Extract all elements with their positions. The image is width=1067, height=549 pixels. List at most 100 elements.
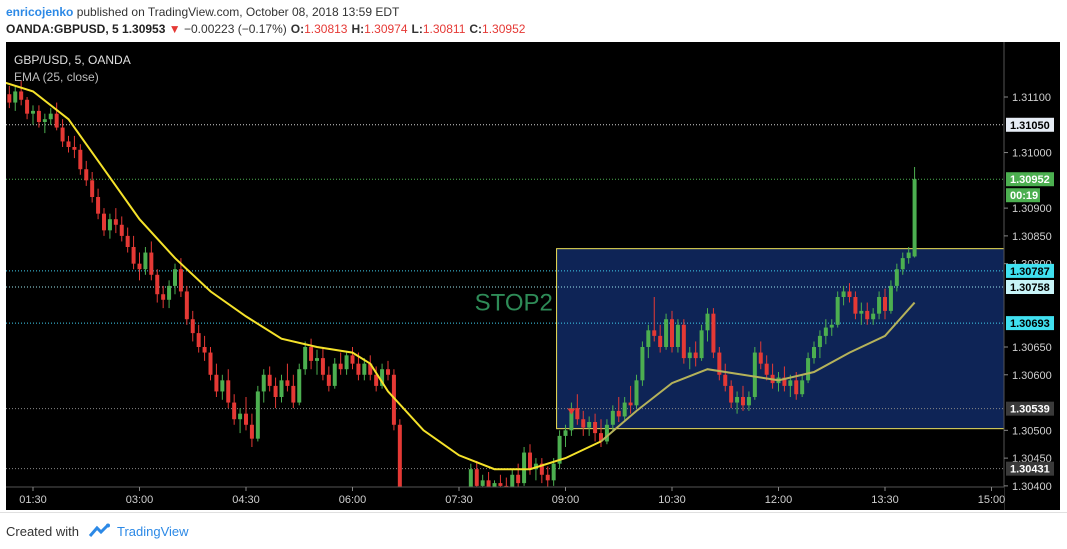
time-tick-label: 12:00 (765, 494, 793, 506)
candle-body (48, 113, 53, 120)
tradingview-link[interactable]: TradingView (117, 524, 189, 539)
price-tick-label: 1.30400 (1012, 481, 1052, 493)
candle-body (161, 294, 166, 300)
candle (746, 391, 751, 411)
candle (309, 338, 314, 370)
price-line-label: 1.30952 (1006, 172, 1054, 187)
price-label-box (1006, 172, 1054, 187)
candle-body (137, 263, 142, 270)
candle-body (184, 291, 189, 320)
close-value: 1.30952 (482, 22, 526, 36)
price-label-box (1006, 461, 1054, 476)
candle-body (125, 235, 130, 247)
price-label-text: 1.30431 (1010, 464, 1050, 476)
high-value: 1.30974 (364, 22, 408, 36)
price-label-text: 1.30787 (1010, 266, 1050, 278)
candle (386, 360, 390, 381)
candle (202, 335, 207, 361)
candle-body (522, 452, 527, 484)
time-tick-label: 15:00 (978, 494, 1006, 506)
candle (48, 108, 53, 125)
candle (315, 349, 319, 375)
price-label-box (1006, 401, 1054, 416)
candle-body (173, 269, 177, 286)
candle-body (297, 369, 302, 403)
candle (267, 366, 272, 392)
candle (84, 160, 89, 186)
candle-body (309, 347, 314, 361)
candle-body (699, 330, 704, 359)
candle (545, 466, 550, 489)
price-label-box (1006, 117, 1054, 132)
candle-body (563, 430, 568, 436)
candle-body (72, 147, 77, 150)
candle-body (362, 363, 367, 375)
candle-body (368, 363, 373, 375)
candle-body (835, 297, 840, 325)
candle (131, 235, 136, 270)
candle-body (78, 149, 83, 170)
candle-body (604, 424, 609, 442)
legend-title: GBP/USD, 5, OANDA (14, 53, 131, 67)
tradingview-logo-icon[interactable] (88, 523, 112, 539)
candle (279, 374, 284, 403)
candle (214, 363, 219, 397)
candle-body (54, 113, 59, 128)
candle (374, 366, 379, 392)
candle-body (735, 397, 740, 403)
author-link[interactable]: enricojenko (6, 5, 74, 19)
candle (912, 167, 917, 258)
published-text: published on TradingView.com, October 08… (76, 5, 400, 19)
candle-body (841, 291, 846, 297)
candle (569, 402, 574, 436)
candle-body (528, 452, 532, 470)
candle-body (539, 463, 544, 475)
candle (646, 324, 651, 359)
candle-body (675, 324, 680, 347)
candle (723, 363, 728, 392)
candle (888, 280, 893, 314)
symbol-label: OANDA:GBPUSD, 5 (6, 22, 119, 36)
candle-body (42, 119, 47, 122)
price-line-label: 1.30787 (1006, 263, 1054, 278)
stop2-label: STOP2 (475, 290, 553, 317)
candle (652, 297, 657, 342)
candle-body (19, 91, 24, 100)
candle-body (113, 219, 118, 225)
candle (539, 458, 544, 484)
candle (729, 380, 734, 409)
candle-body (356, 363, 361, 375)
price-label-text: 1.31050 (1010, 120, 1050, 132)
candle (155, 269, 160, 303)
candle (894, 263, 899, 292)
candle-body (575, 408, 580, 420)
candle (741, 385, 745, 411)
candle-body (752, 352, 757, 397)
chart-area[interactable]: STOP2 1.311001.310001.309001.308501.3080… (6, 42, 1060, 510)
footer: Created with TradingView (0, 512, 1067, 549)
candle (60, 119, 65, 147)
candle-body (516, 474, 521, 484)
candle-body (746, 397, 751, 406)
candle-body (119, 224, 124, 236)
price-label-box (1006, 280, 1054, 294)
low-value: 1.30811 (422, 22, 466, 36)
close-label: C: (469, 22, 483, 36)
candle-body (693, 352, 698, 359)
candle-body (468, 469, 473, 492)
low-label: L: (411, 22, 423, 36)
candle-body (652, 330, 657, 336)
candle (823, 319, 828, 345)
candle (575, 394, 580, 425)
candle-body (622, 402, 627, 417)
candle-body (782, 377, 787, 386)
candle (806, 352, 811, 384)
candle (208, 347, 213, 381)
price-chart[interactable]: STOP2 1.311001.310001.309001.308501.3080… (6, 42, 1060, 510)
price-tick-label: 1.31000 (1012, 148, 1052, 160)
price-tick-label: 1.30900 (1012, 203, 1052, 215)
candle (78, 144, 83, 175)
candle (238, 408, 243, 434)
candle (593, 413, 598, 442)
candle-body (545, 474, 550, 481)
